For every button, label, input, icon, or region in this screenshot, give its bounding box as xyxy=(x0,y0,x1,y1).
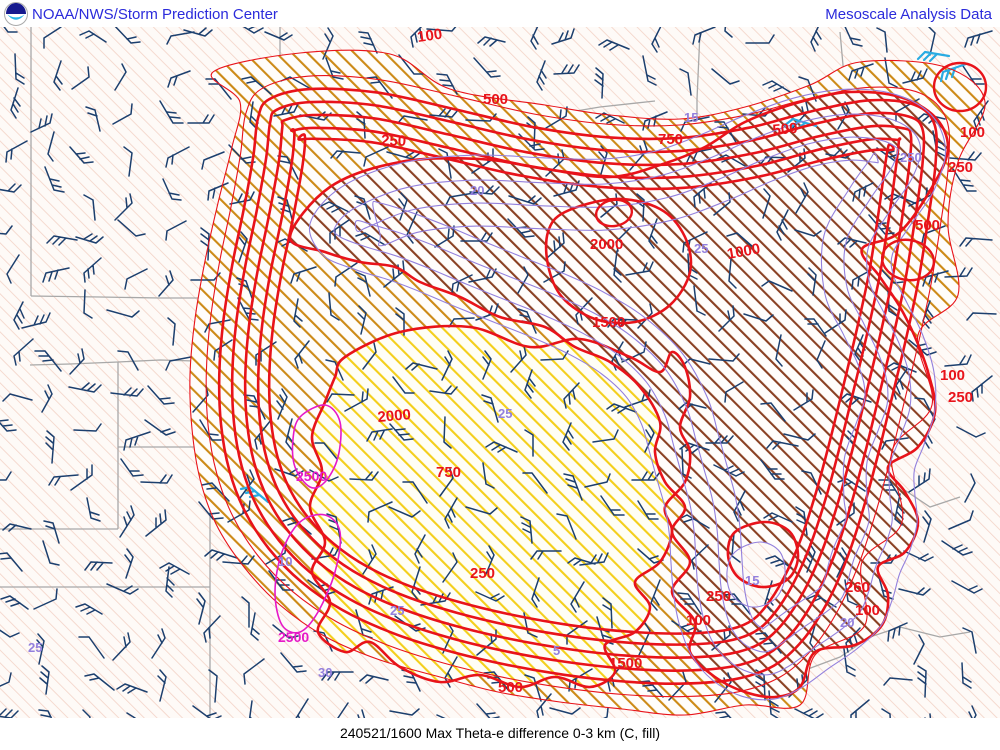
svg-text:25: 25 xyxy=(390,603,404,618)
svg-text:25: 25 xyxy=(694,241,708,256)
svg-text:260: 260 xyxy=(845,579,870,596)
svg-text:500: 500 xyxy=(915,217,940,234)
svg-text:500: 500 xyxy=(483,91,508,108)
svg-text:20: 20 xyxy=(840,615,854,630)
svg-text:100: 100 xyxy=(686,612,711,629)
svg-text:5: 5 xyxy=(553,643,560,658)
svg-text:250: 250 xyxy=(706,588,731,605)
svg-text:1500: 1500 xyxy=(592,314,625,331)
svg-text:2500: 2500 xyxy=(278,629,309,645)
svg-text:15: 15 xyxy=(684,110,698,125)
svg-text:20: 20 xyxy=(470,183,484,198)
svg-text:2000: 2000 xyxy=(590,236,623,253)
svg-text:250: 250 xyxy=(900,150,922,165)
svg-text:15: 15 xyxy=(745,573,759,588)
svg-text:250: 250 xyxy=(948,159,973,176)
svg-text:25: 25 xyxy=(28,640,42,655)
svg-text:500: 500 xyxy=(772,120,798,139)
svg-text:250: 250 xyxy=(470,565,495,582)
svg-text:1500: 1500 xyxy=(609,655,642,672)
svg-text:30: 30 xyxy=(318,665,332,680)
svg-text:100: 100 xyxy=(940,367,965,384)
svg-text:100: 100 xyxy=(855,602,880,619)
svg-text:750: 750 xyxy=(658,131,683,148)
svg-text:10: 10 xyxy=(278,554,292,569)
svg-text:250: 250 xyxy=(381,132,407,150)
svg-text:500: 500 xyxy=(498,679,523,696)
svg-text:100: 100 xyxy=(960,124,985,141)
svg-text:250: 250 xyxy=(948,389,973,406)
svg-text:2500: 2500 xyxy=(296,468,327,484)
svg-text:25: 25 xyxy=(498,406,512,421)
svg-text:2000: 2000 xyxy=(377,406,412,426)
svg-text:750: 750 xyxy=(436,464,461,481)
